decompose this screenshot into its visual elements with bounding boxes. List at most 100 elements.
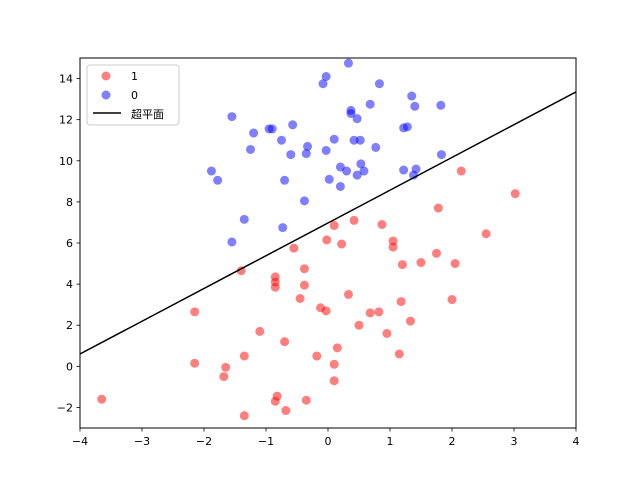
y-tick-label: 8 [66, 196, 73, 209]
scatter-point-series-1 [433, 203, 443, 213]
scatter-point-series-0 [324, 174, 334, 184]
scatter-point-series-0 [206, 166, 216, 176]
scatter-point-series-0 [278, 223, 288, 233]
scatter-point-series-0 [246, 144, 255, 154]
scatter-point-series-1 [270, 282, 280, 292]
legend-box [86, 64, 180, 126]
scatter-point-series-1 [219, 372, 229, 382]
scatter-point-series-1 [329, 221, 339, 231]
scatter-point-series-1 [365, 308, 375, 318]
y-tick-label: 2 [66, 319, 73, 332]
scatter-point-series-0 [365, 99, 375, 109]
scatter-point-series-1 [481, 229, 491, 239]
y-tick-label: 14 [59, 73, 73, 86]
scatter-point-series-1 [312, 351, 322, 361]
scatter-point-series-1 [280, 337, 290, 347]
scatter-point-series-0 [352, 170, 362, 180]
legend-label-series-1: 1 [131, 70, 138, 83]
scatter-point-series-0 [249, 128, 259, 138]
scatter-point-series-1 [349, 215, 359, 225]
scatter-point-series-0 [280, 175, 290, 185]
scatter-point-series-1 [388, 242, 398, 252]
x-tick-label: 1 [387, 435, 394, 448]
scatter-point-series-0 [407, 91, 417, 101]
scatter-point-series-0 [371, 142, 381, 152]
scatter-point-series-1 [221, 362, 231, 372]
scatter-point-series-0 [301, 149, 311, 159]
scatter-point-series-1 [377, 220, 387, 229]
y-tick-label: 10 [59, 155, 73, 168]
scatter-point-series-1 [388, 236, 398, 246]
scatter-point-series-1 [321, 306, 331, 316]
scatter-point-series-1 [236, 266, 246, 276]
hyperplane-line [80, 91, 576, 355]
scatter-point-series-0 [355, 135, 365, 145]
legend-marker-series-0 [101, 90, 111, 100]
scatter-point-series-0 [239, 214, 249, 224]
scatter-point-series-1 [239, 411, 249, 421]
x-tick-label: 0 [325, 435, 332, 448]
scatter-point-series-0 [402, 122, 412, 132]
scatter-point-series-0 [227, 237, 237, 247]
scatter-point-series-1 [239, 351, 249, 361]
scatter-point-series-0 [277, 135, 286, 145]
scatter-point-series-1 [354, 320, 364, 330]
scatter-point-series-0 [411, 164, 421, 174]
y-tick-label: −2 [57, 401, 73, 414]
scatter-point-series-0 [335, 181, 345, 191]
scatter-point-series-0 [356, 159, 366, 169]
scatter-point-series-1 [374, 307, 384, 317]
x-axis: −4 −3 −2 −1 0 1 2 3 4 [72, 428, 580, 448]
scatter-point-series-0 [303, 141, 313, 151]
scatter-point-series-1 [394, 349, 404, 359]
y-tick-label: 12 [59, 114, 73, 127]
scatter-point-series-1 [322, 235, 332, 245]
scatter-point-series-1 [382, 328, 392, 338]
scatter-point-series-1 [432, 248, 441, 258]
scatter-point-series-1 [510, 189, 520, 199]
scatter-point-series-0 [399, 165, 409, 175]
x-tick-label: 2 [449, 435, 456, 448]
scatter-point-series-0 [349, 135, 359, 145]
x-tick-label: −2 [196, 435, 212, 448]
scatter-point-series-0 [213, 175, 223, 185]
scatter-point-series-1 [289, 243, 299, 253]
scatter-point-series-0 [346, 105, 356, 115]
legend-label-hyperplane: 超平面 [131, 107, 164, 121]
scatter-point-series-0 [267, 124, 277, 134]
scatter-point-series-1 [396, 297, 406, 307]
scatter-point-series-0 [374, 79, 384, 89]
scatter-point-series-1 [343, 289, 353, 299]
scatter-point-series-1 [416, 258, 426, 268]
scatter-point-series-1 [190, 307, 200, 317]
scatter-point-series-1 [397, 260, 407, 270]
scatter-point-series-0 [436, 150, 446, 160]
legend-label-series-0: 0 [131, 89, 138, 102]
legend: 1 0 超平面 [86, 64, 180, 126]
scatter-point-series-1 [295, 294, 305, 303]
scatter-point-series-1 [329, 359, 339, 369]
scatter-point-series-0 [436, 100, 446, 110]
scatter-point-series-0 [342, 166, 352, 176]
scatter-point-series-1 [272, 391, 282, 401]
scatter-point-series-0 [329, 134, 339, 144]
scatter-point-series-1 [299, 264, 309, 274]
y-axis: −2 0 2 4 6 8 10 12 14 [57, 73, 80, 414]
scatter-point-series-1 [281, 406, 291, 416]
scatter-point-series-0 [288, 120, 298, 130]
scatter-point-series-0 [286, 150, 296, 160]
scatter-point-series-0 [343, 58, 353, 68]
scatter-point-series-0 [321, 146, 331, 155]
scatter-point-series-1 [329, 376, 339, 386]
x-tick-label: −3 [134, 435, 150, 448]
x-tick-label: −4 [72, 435, 88, 448]
scatter-point-series-1 [405, 316, 415, 326]
x-tick-label: −1 [258, 435, 274, 448]
scatter-point-series-0 [318, 79, 328, 89]
scatter-point-series-0 [359, 166, 369, 176]
scatter-point-series-0 [352, 114, 362, 124]
scatter-point-series-1 [299, 280, 309, 290]
scatter-point-series-1 [337, 239, 347, 249]
scatter-point-series-0 [410, 101, 420, 111]
